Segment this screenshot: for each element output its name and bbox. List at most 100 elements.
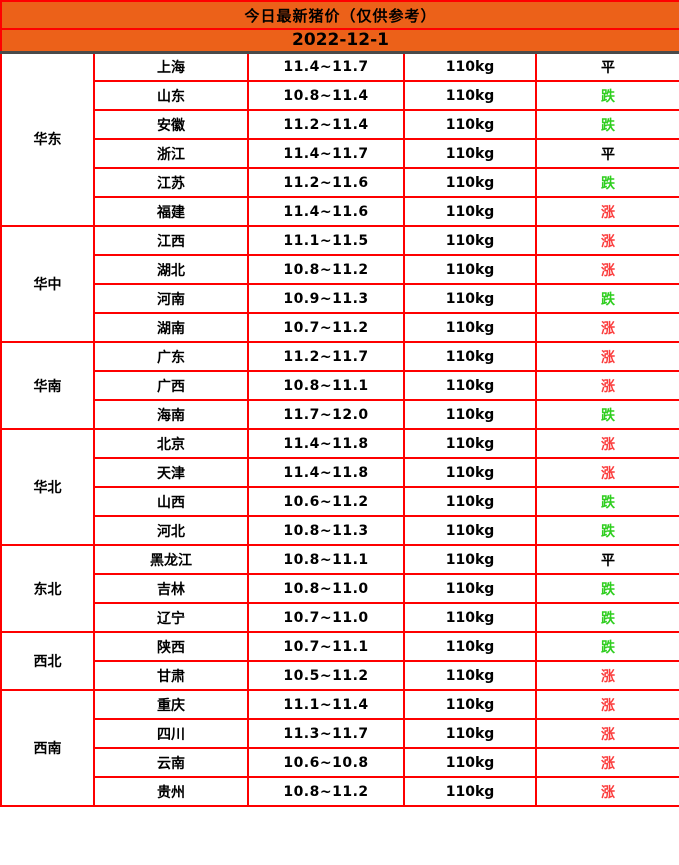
province-cell: 吉林: [93, 573, 249, 604]
weight-cell: 110kg: [403, 776, 537, 807]
trend-cell: 平: [534, 138, 679, 169]
trend-cell: 涨: [534, 341, 679, 372]
date-label: 2022-12-1: [0, 28, 679, 54]
province-cell: 四川: [93, 718, 249, 749]
price-cell: 11.4~11.7: [247, 51, 405, 82]
trend-cell: 平: [534, 544, 679, 575]
trend-cell: 跌: [534, 573, 679, 604]
table-row: 山西 10.6~11.2 110kg 跌: [1, 486, 679, 517]
trend-cell: 涨: [534, 689, 679, 720]
table-row: 四川 11.3~11.7 110kg 涨: [1, 718, 679, 749]
price-cell: 11.1~11.5: [247, 225, 405, 256]
table-row: 吉林 10.8~11.0 110kg 跌: [1, 573, 679, 604]
page-title: 今日最新猪价（仅供参考）: [0, 0, 679, 30]
price-cell: 11.1~11.4: [247, 689, 405, 720]
price-cell: 10.8~11.4: [247, 80, 405, 111]
trend-cell: 平: [534, 51, 679, 82]
weight-cell: 110kg: [403, 457, 537, 488]
date-row: 2022-12-1: [0, 28, 679, 54]
weight-cell: 110kg: [403, 718, 537, 749]
price-cell: 11.4~11.6: [247, 196, 405, 227]
province-cell: 贵州: [93, 776, 249, 807]
province-cell: 江苏: [93, 167, 249, 198]
trend-cell: 跌: [534, 631, 679, 662]
weight-cell: 110kg: [403, 689, 537, 720]
table-row: 华北 北京 11.4~11.8 110kg 涨: [0, 428, 679, 546]
province-cell: 辽宁: [93, 602, 249, 633]
province-cell: 江西: [93, 225, 249, 256]
province-cell: 河北: [93, 515, 249, 546]
province-cell: 湖北: [93, 254, 249, 285]
trend-cell: 涨: [534, 747, 679, 778]
weight-cell: 110kg: [403, 254, 537, 285]
table-row: 山东 10.8~11.4 110kg 跌: [1, 80, 679, 111]
trend-cell: 跌: [534, 283, 679, 314]
region-cell: 华南: [0, 341, 95, 430]
province-cell: 天津: [93, 457, 249, 488]
trend-cell: 跌: [534, 602, 679, 633]
price-cell: 10.8~11.2: [247, 776, 405, 807]
trend-cell: 涨: [534, 196, 679, 227]
table-row: 安徽 11.2~11.4 110kg 跌: [1, 109, 679, 140]
table-row: 东北 黑龙江 10.8~11.1 110kg 平: [0, 544, 679, 633]
trend-cell: 涨: [534, 660, 679, 691]
trend-cell: 涨: [534, 254, 679, 285]
table-row: 河北 10.8~11.3 110kg 跌: [1, 515, 679, 546]
price-cell: 10.7~11.2: [247, 312, 405, 343]
table-row: 浙江 11.4~11.7 110kg 平: [1, 138, 679, 169]
table-row: 云南 10.6~10.8 110kg 涨: [1, 747, 679, 778]
trend-cell: 涨: [534, 428, 679, 459]
price-cell: 10.8~11.1: [247, 544, 405, 575]
table-row: 江苏 11.2~11.6 110kg 跌: [1, 167, 679, 198]
province-cell: 浙江: [93, 138, 249, 169]
province-cell: 北京: [93, 428, 249, 459]
table-row: 海南 11.7~12.0 110kg 跌: [1, 399, 679, 430]
trend-cell: 涨: [534, 370, 679, 401]
province-cell: 广东: [93, 341, 249, 372]
trend-cell: 涨: [534, 225, 679, 256]
weight-cell: 110kg: [403, 138, 537, 169]
table-row: 西南 重庆 11.1~11.4 110kg 涨: [0, 689, 679, 807]
weight-cell: 110kg: [403, 747, 537, 778]
price-cell: 11.2~11.7: [247, 341, 405, 372]
province-cell: 广西: [93, 370, 249, 401]
price-cell: 11.4~11.8: [247, 428, 405, 459]
weight-cell: 110kg: [403, 602, 537, 633]
table-row: 华南 广东 11.2~11.7 110kg 涨: [0, 341, 679, 430]
trend-cell: 涨: [534, 312, 679, 343]
weight-cell: 110kg: [403, 660, 537, 691]
region-cell: 华北: [0, 428, 95, 546]
weight-cell: 110kg: [403, 515, 537, 546]
table-row: 华中 江西 11.1~11.5 110kg 涨: [0, 225, 679, 343]
trend-cell: 涨: [534, 718, 679, 749]
trend-cell: 涨: [534, 776, 679, 807]
price-cell: 11.4~11.8: [247, 457, 405, 488]
trend-cell: 跌: [534, 515, 679, 546]
table-row: 福建 11.4~11.6 110kg 涨: [1, 196, 679, 227]
weight-cell: 110kg: [403, 486, 537, 517]
table-row: 甘肃 10.5~11.2 110kg 涨: [1, 660, 679, 691]
weight-cell: 110kg: [403, 80, 537, 111]
weight-cell: 110kg: [403, 631, 537, 662]
trend-cell: 涨: [534, 457, 679, 488]
province-cell: 黑龙江: [93, 544, 249, 575]
weight-cell: 110kg: [403, 51, 537, 82]
trend-cell: 跌: [534, 80, 679, 111]
weight-cell: 110kg: [403, 428, 537, 459]
price-cell: 10.8~11.0: [247, 573, 405, 604]
price-cell: 10.6~10.8: [247, 747, 405, 778]
price-cell: 10.7~11.0: [247, 602, 405, 633]
price-cell: 11.2~11.6: [247, 167, 405, 198]
region-cell: 西北: [0, 631, 95, 691]
price-cell: 10.7~11.1: [247, 631, 405, 662]
table-row: 河南 10.9~11.3 110kg 跌: [1, 283, 679, 314]
table-header: 今日最新猪价（仅供参考） 2022-12-1: [0, 0, 679, 54]
price-cell: 10.8~11.1: [247, 370, 405, 401]
price-table-body: 华东 上海 11.4~11.7 110kg 平山东 10.8~11.4 110kg 跌安徽 11…: [0, 51, 679, 807]
weight-cell: 110kg: [403, 167, 537, 198]
province-cell: 河南: [93, 283, 249, 314]
table-row: 华东 上海 11.4~11.7 110kg 平: [0, 51, 679, 227]
table-row: 西北 陕西 10.7~11.1 110kg 跌: [0, 631, 679, 691]
weight-cell: 110kg: [403, 341, 537, 372]
region-cell: 西南: [0, 689, 95, 807]
